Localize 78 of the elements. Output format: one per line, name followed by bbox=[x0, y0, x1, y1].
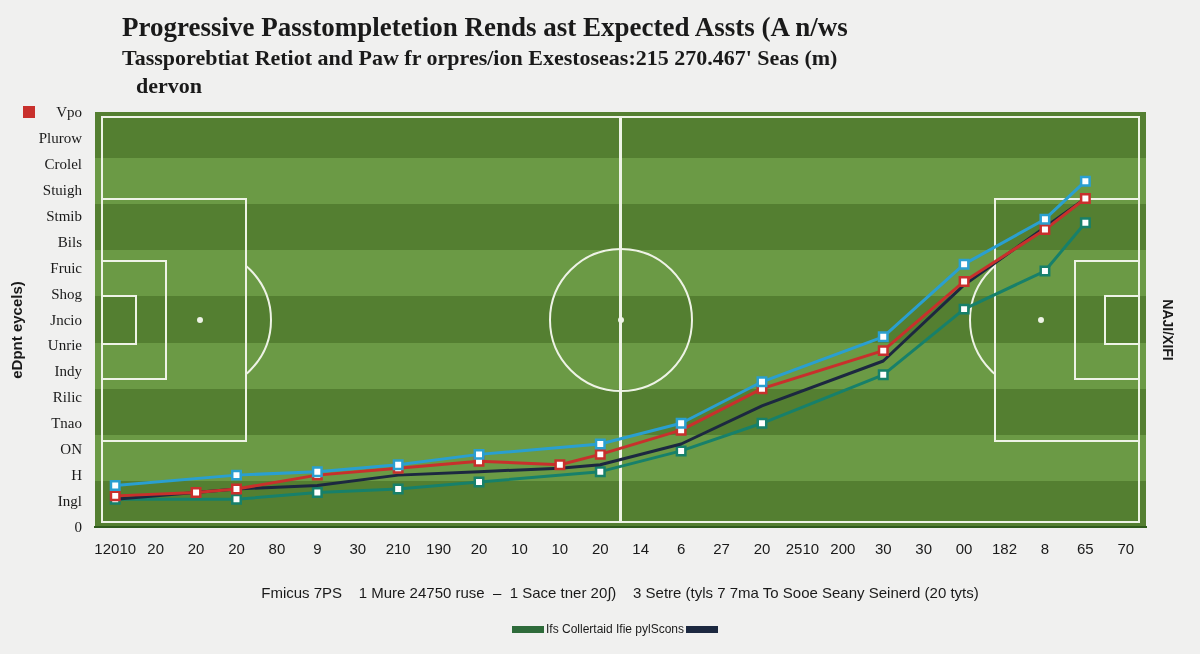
text: Fruic bbox=[50, 259, 82, 277]
text: Shog bbox=[51, 285, 82, 303]
x-tick-label: 20 bbox=[591, 540, 609, 558]
text: Bils bbox=[57, 233, 82, 251]
x-tick-label: 210 bbox=[385, 540, 411, 558]
x-tick-label: 70 bbox=[1117, 540, 1135, 558]
y2-axis-title: NAJI/XIFI bbox=[1160, 299, 1176, 361]
point bbox=[756, 417, 768, 429]
x-tick-label: 200 bbox=[830, 540, 856, 558]
point bbox=[877, 369, 889, 381]
text: Stuigh bbox=[42, 181, 82, 199]
text: Tnao bbox=[51, 414, 82, 432]
text: Ifs Collertaid Ifie pylScons bbox=[545, 622, 685, 636]
point bbox=[109, 480, 121, 491]
x-tick-label: 2510 bbox=[785, 540, 820, 558]
text: Crolel bbox=[44, 155, 82, 173]
point bbox=[1039, 265, 1051, 277]
chart-title: Progressive Passtompletetion Rends ast Expected Assts (A n/ws bbox=[122, 12, 848, 43]
text: Jncio bbox=[50, 311, 82, 328]
x-tick-label: 30 bbox=[874, 540, 892, 558]
point bbox=[958, 275, 970, 287]
x-tick-label: 14 bbox=[632, 540, 650, 558]
point bbox=[594, 466, 606, 478]
x-tick-label: 20 bbox=[228, 540, 245, 558]
point bbox=[190, 486, 202, 498]
point bbox=[1039, 224, 1051, 236]
point bbox=[594, 448, 606, 460]
x-tick-label: 182 bbox=[992, 540, 1018, 558]
x-tick-label: 20 bbox=[147, 540, 164, 558]
x-tick-label: 10 bbox=[511, 540, 528, 558]
x-tick-label: 12010 bbox=[94, 540, 137, 558]
x-tick-label: 6 bbox=[676, 540, 686, 558]
point bbox=[675, 445, 687, 457]
point bbox=[473, 448, 485, 460]
point bbox=[877, 345, 889, 357]
point bbox=[473, 476, 485, 488]
x-tick-label: 8 bbox=[1040, 540, 1050, 558]
point bbox=[675, 417, 687, 429]
x-tick-label: 20 bbox=[187, 540, 205, 558]
point bbox=[958, 258, 970, 270]
point bbox=[1039, 213, 1051, 225]
point bbox=[230, 483, 242, 495]
point bbox=[230, 493, 242, 505]
x-tick-label: 190 bbox=[426, 540, 452, 558]
text: Stmib bbox=[46, 207, 82, 225]
point bbox=[311, 486, 323, 498]
text: ON bbox=[60, 440, 82, 458]
x-tick-label: 65 bbox=[1077, 540, 1094, 558]
x-tick-label: 80 bbox=[268, 540, 286, 558]
point bbox=[594, 438, 606, 450]
x-tick-label: 27 bbox=[713, 540, 730, 558]
x-tick-label: 20 bbox=[470, 540, 488, 558]
text: Plurow bbox=[38, 129, 82, 147]
x-tick-label: 00 bbox=[955, 540, 973, 558]
point bbox=[230, 469, 242, 481]
text: H bbox=[71, 466, 82, 484]
x-axis-title: Fmicus 7PS 1 Mure 24750 ruse – 1 Sace tner 20∫) 3 Setre (tyls 7 7ma To Sooe Seany Seinerd (20 tyts) bbox=[260, 584, 980, 601]
text: 0 bbox=[74, 518, 82, 536]
x-tick-label: 30 bbox=[915, 540, 933, 558]
point bbox=[1079, 175, 1091, 187]
x-tick-label: 30 bbox=[349, 540, 367, 558]
x-tick-label: 9 bbox=[313, 540, 322, 558]
point bbox=[756, 376, 768, 388]
text: Rilic bbox=[52, 388, 82, 406]
point bbox=[554, 459, 566, 471]
x-tick-label: 10 bbox=[551, 540, 569, 558]
point bbox=[1079, 217, 1091, 229]
chart-subtitle: Tassporebtiat Retiot and Paw fr orpres/ion Exestoseas:215 270.467' Seas (m) dervon bbox=[122, 44, 838, 100]
point bbox=[1079, 192, 1091, 204]
text: Vpo bbox=[56, 103, 82, 121]
point bbox=[958, 303, 970, 315]
text: Indy bbox=[54, 362, 82, 380]
text: Unrie bbox=[47, 336, 82, 354]
point bbox=[392, 483, 404, 495]
x-tick-label: 20 bbox=[753, 540, 771, 558]
text: Ingl bbox=[57, 492, 82, 510]
y-axis-title: eDpnt eycels) bbox=[7, 281, 25, 379]
point bbox=[877, 331, 889, 343]
